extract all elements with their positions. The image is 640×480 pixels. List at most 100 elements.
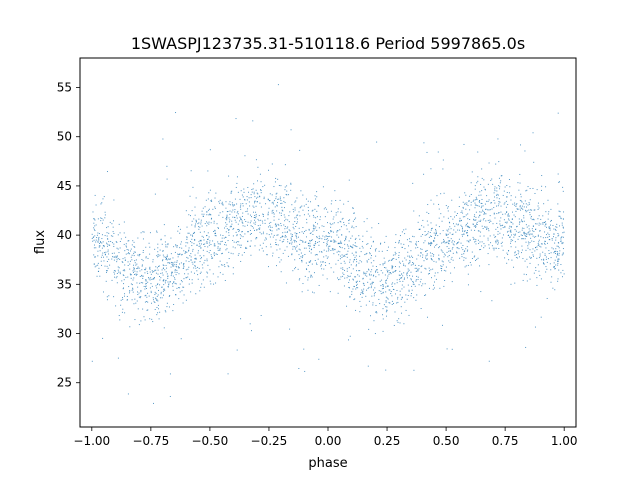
data-point [123,283,125,285]
data-point [181,281,183,283]
data-point [343,254,345,256]
data-point [299,239,301,241]
data-point [434,237,436,239]
data-point [370,274,372,276]
data-point [474,204,476,206]
data-point [106,270,108,272]
data-point [372,289,374,291]
data-point [506,252,508,254]
data-point [179,283,181,285]
data-point [490,220,492,222]
data-point [158,266,160,268]
data-point [214,197,216,199]
data-point [551,247,553,249]
data-point [352,244,354,246]
data-point [278,184,280,186]
data-point [455,231,457,233]
data-point [540,246,542,248]
data-point [207,222,209,224]
data-point [94,230,96,232]
data-point [306,269,308,271]
data-point [264,222,266,224]
data-point [236,217,238,219]
data-point [375,250,377,252]
data-point [169,281,171,283]
data-point [394,266,396,268]
data-point [163,256,165,258]
data-point [442,261,444,263]
data-point [450,228,452,230]
data-point [156,284,158,286]
data-point [325,235,327,237]
data-point [260,219,262,221]
data-point [196,270,198,272]
data-point [229,213,231,215]
data-point [159,297,161,299]
data-point [479,200,481,201]
data-point [269,193,271,195]
data-point [545,223,547,225]
data-point [354,256,356,258]
data-point [112,256,114,258]
data-point [412,264,414,266]
data-point [477,257,479,259]
data-point [230,192,232,194]
data-point [349,296,351,298]
data-point [260,233,262,235]
data-point [459,220,461,222]
data-point [540,236,542,238]
data-point [299,249,301,251]
data-point [462,206,464,208]
data-point [541,175,543,177]
data-point [510,226,512,228]
data-point [426,253,428,255]
data-point [538,244,540,246]
data-point [275,223,277,225]
data-point [259,173,261,175]
data-point [262,186,264,188]
data-point [475,240,477,242]
data-point [427,224,429,226]
data-point [525,346,527,348]
data-point [280,259,282,261]
data-point [169,395,171,397]
data-point [178,273,180,275]
data-point [160,238,162,240]
data-point [385,296,387,298]
data-point [185,251,187,253]
data-point [167,286,169,288]
data-point [166,165,168,167]
data-point [484,213,486,215]
data-point [209,213,211,215]
data-point [480,291,482,293]
data-point [270,229,272,231]
data-point [220,264,222,266]
data-point [542,222,544,224]
data-point [384,274,386,276]
data-point [154,294,156,296]
data-point [129,290,131,292]
data-point [537,218,539,220]
data-point [389,289,391,291]
data-point [517,257,519,259]
data-point [194,265,196,267]
data-point [167,277,169,279]
data-point [515,230,517,232]
data-point [145,280,147,282]
data-point [504,221,506,223]
data-point [105,251,107,253]
data-point [423,260,425,262]
data-point [435,228,437,230]
data-point [291,241,293,243]
data-point [480,194,482,196]
data-point [358,270,360,272]
data-point [315,198,317,200]
data-point [293,239,295,241]
data-point [200,239,202,241]
data-point [547,218,549,220]
data-point [135,273,137,275]
data-point [182,264,184,266]
data-point [171,283,173,285]
data-point [92,240,94,242]
data-point [407,284,409,286]
